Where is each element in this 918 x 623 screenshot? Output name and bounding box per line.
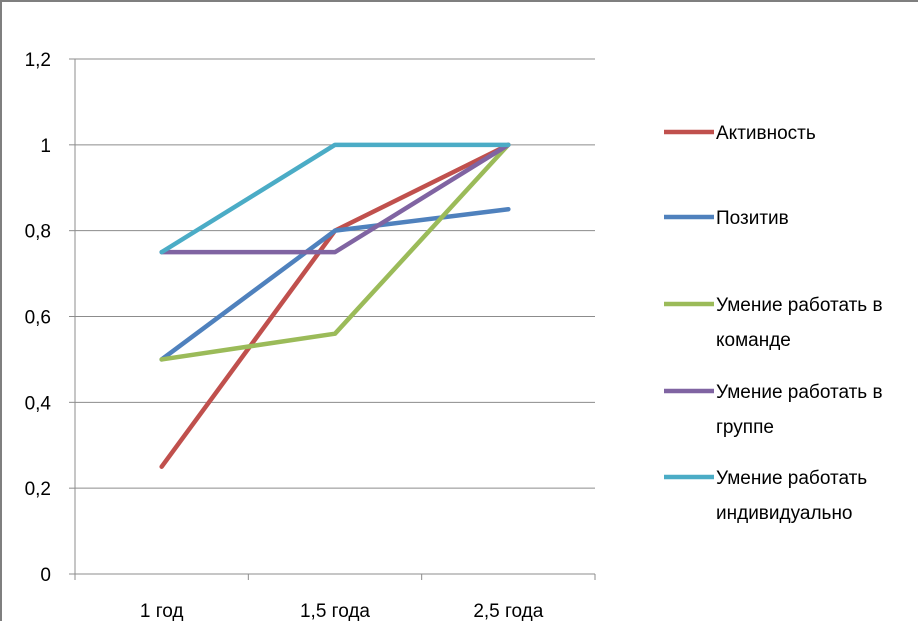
series-line — [159, 142, 511, 362]
legend-item: Умение работать в команде — [664, 295, 883, 351]
legend-item: Активность — [664, 123, 816, 144]
legend-item: Умение работать в группе — [664, 382, 883, 438]
y-tick-label: 1 — [40, 136, 51, 157]
legend-label: Позитив — [716, 208, 789, 229]
y-tick-labels: 0 0,2 0,4 0,6 0,8 1 1,2 — [25, 50, 52, 586]
series-line — [159, 142, 511, 255]
axes — [74, 59, 596, 580]
y-tick-label: 0,6 — [25, 308, 51, 329]
legend: Активность Позитив Умение работать в команд… — [664, 123, 883, 524]
y-tick-label: 0 — [40, 565, 51, 586]
legend-label: Активность — [716, 123, 816, 144]
legend-label: индивидуально — [716, 503, 853, 524]
legend-item: Умение работать индивидуально — [664, 468, 867, 524]
x-tick-labels: 1 год 1,5 года 2,5 года — [140, 601, 544, 622]
series-line — [159, 142, 511, 255]
legend-item: Позитив — [664, 208, 789, 229]
legend-label: Умение работать в — [716, 382, 883, 403]
gridlines — [69, 58, 595, 575]
y-tick-label: 0,8 — [25, 222, 51, 243]
x-tick-label: 2,5 года — [473, 601, 543, 622]
legend-label: команде — [716, 330, 791, 351]
series-line — [159, 206, 511, 362]
series-line — [159, 142, 511, 469]
x-tick-label: 1,5 года — [300, 601, 370, 622]
legend-label: Умение работать в — [716, 295, 883, 316]
legend-label: Умение работать — [716, 468, 867, 489]
x-tick-label: 1 год — [140, 601, 184, 622]
y-tick-label: 0,2 — [25, 479, 51, 500]
series-lines — [159, 142, 511, 469]
y-tick-label: 0,4 — [25, 393, 52, 414]
y-tick-label: 1,2 — [25, 50, 51, 71]
legend-label: группе — [716, 417, 774, 438]
